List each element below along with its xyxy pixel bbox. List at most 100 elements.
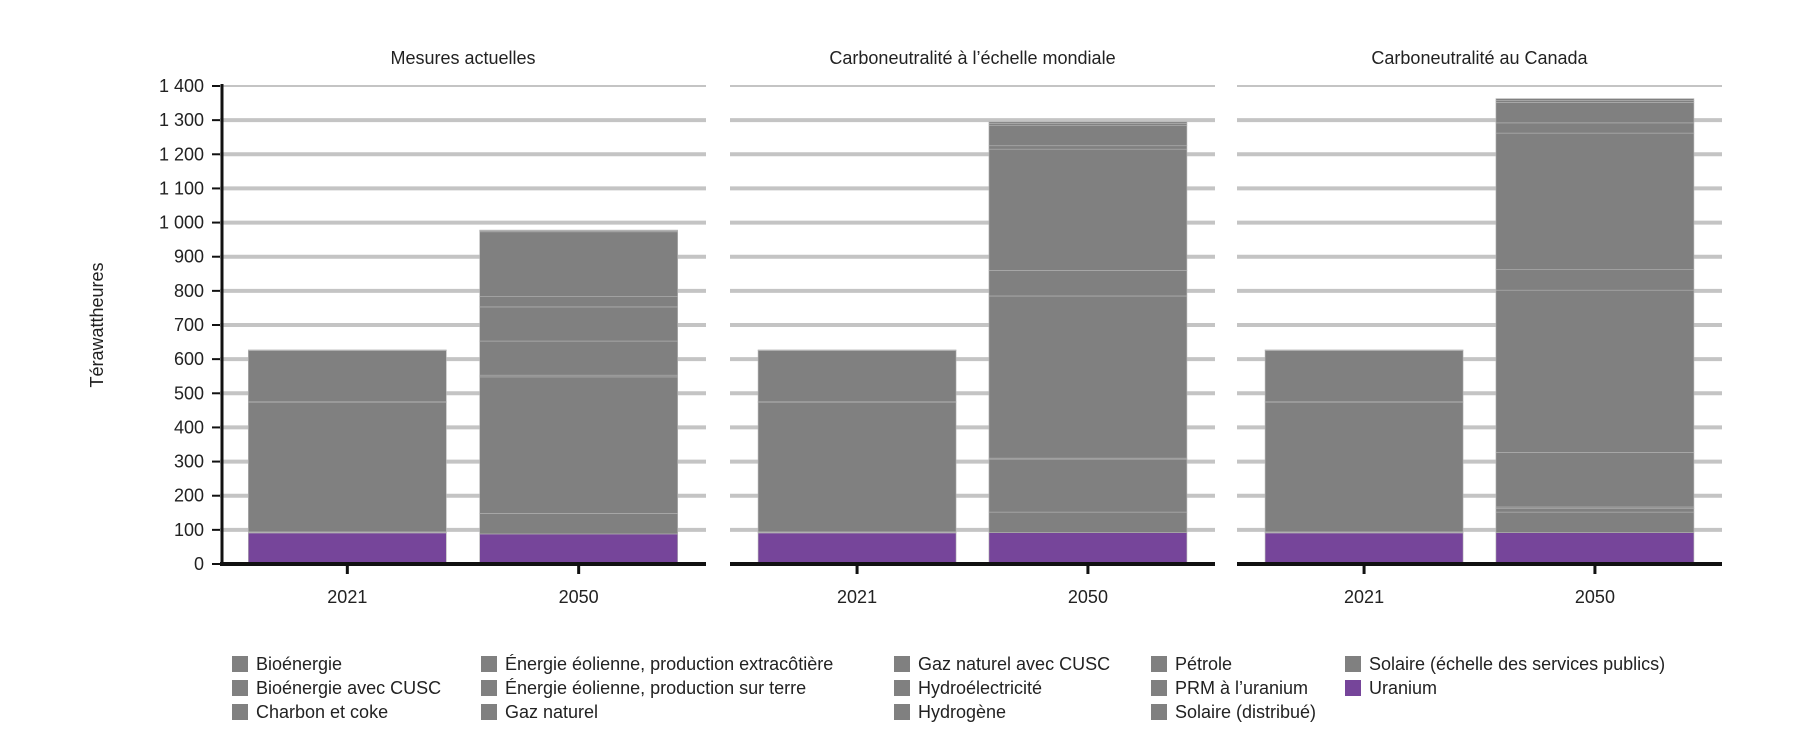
bar-segment [1495, 100, 1695, 103]
panel-title: Mesures actuelles [390, 48, 535, 68]
bar-segment [1495, 532, 1695, 565]
legend-item: Gaz naturel [481, 700, 894, 724]
legend-label: Hydrogène [918, 701, 1007, 722]
legend-swatch [894, 704, 910, 720]
legend-swatch [232, 704, 248, 720]
y-tick-label: 900 [174, 247, 204, 267]
legend-swatch [481, 680, 497, 696]
bar-segment [1264, 350, 1464, 403]
bar-segment [1264, 349, 1464, 351]
legend-item: Hydrogène [894, 700, 1151, 724]
y-tick-label: 1 300 [159, 110, 204, 130]
legend-swatch [1345, 656, 1361, 672]
legend-swatch [232, 656, 248, 672]
y-tick-label: 100 [174, 520, 204, 540]
bar-segment [1495, 98, 1695, 101]
legend-label: Solaire (échelle des services publics) [1369, 653, 1666, 674]
x-tick-label: 2050 [1575, 587, 1615, 607]
y-tick-label: 1 400 [159, 76, 204, 96]
x-tick-label: 2021 [327, 587, 367, 607]
bar-segment [479, 340, 678, 376]
bar-segment [1495, 102, 1695, 124]
bar-segment [1264, 401, 1464, 533]
y-axis-label: Térawattheures [87, 262, 107, 387]
bar-segment [248, 350, 447, 403]
legend-swatch [1151, 680, 1167, 696]
legend-label: PRM à l’uranium [1175, 677, 1309, 698]
legend-item: Bioénergie [232, 652, 481, 676]
y-tick-label: 700 [174, 315, 204, 335]
legend-label: Bioénergie [256, 653, 343, 674]
legend-label: Solaire (distribué) [1175, 701, 1317, 722]
y-tick-label: 1 000 [159, 213, 204, 233]
y-tick-label: 600 [174, 349, 204, 369]
legend-label: Bioénergie avec CUSC [256, 677, 442, 698]
bar-segment [248, 401, 447, 533]
legend-swatch [894, 656, 910, 672]
y-tick-label: 1 200 [159, 144, 204, 164]
y-tick-label: 400 [174, 417, 204, 437]
legend-label: Gaz naturel avec CUSC [918, 653, 1111, 674]
bar-segment [988, 458, 1188, 513]
legend-swatch [232, 680, 248, 696]
legend-label: Gaz naturel [505, 701, 599, 722]
y-tick-label: 0 [194, 554, 204, 574]
bar-segment [479, 306, 678, 342]
bar-segment [1495, 132, 1695, 270]
panel-title: Carboneutralité à l’échelle mondiale [829, 48, 1115, 68]
legend-swatch [894, 680, 910, 696]
bar-segment [757, 401, 957, 533]
bar-segment [988, 124, 1188, 147]
bar-segment [757, 532, 957, 565]
x-tick-label: 2050 [1068, 587, 1108, 607]
bar-segment [248, 349, 447, 351]
y-tick-label: 200 [174, 486, 204, 506]
legend-label: Énergie éolienne, production extracôtièr… [505, 653, 834, 674]
legend-swatch [481, 704, 497, 720]
bar-segment [1495, 269, 1695, 291]
legend-label: Énergie éolienne, production sur terre [505, 677, 807, 698]
bar-segment [248, 532, 447, 565]
bar-segment [757, 350, 957, 403]
legend-item: Solaire (distribué) [1151, 700, 1345, 724]
legend-item: Solaire (échelle des services publics) [1345, 652, 1725, 676]
legend-item: Énergie éolienne, production sur terre [481, 676, 894, 700]
legend-item: Charbon et coke [232, 700, 481, 724]
bar-segment [479, 513, 678, 535]
legend-item: Énergie éolienne, production extracôtièr… [481, 652, 894, 676]
bar-segment [988, 148, 1188, 271]
legend-label: Charbon et coke [256, 701, 389, 722]
bar-segment [757, 349, 957, 351]
y-tick-label: 300 [174, 452, 204, 472]
bar-segment [1495, 511, 1695, 533]
bar-segment [988, 532, 1188, 565]
legend-item: PRM à l’uranium [1151, 676, 1345, 700]
bar-segment [479, 229, 678, 232]
y-tick-label: 1 100 [159, 178, 204, 198]
y-tick-label: 800 [174, 281, 204, 301]
x-tick-label: 2021 [837, 587, 877, 607]
bar-segment [988, 511, 1188, 533]
legend-swatch [1151, 656, 1167, 672]
legend-label: Uranium [1369, 677, 1438, 698]
bar-segment [479, 533, 678, 565]
y-tick-label: 500 [174, 383, 204, 403]
bar-segment [1495, 452, 1695, 508]
bar-segment [1495, 508, 1695, 513]
legend-item: Gaz naturel avec CUSC [894, 652, 1151, 676]
bar-segment [988, 295, 1188, 459]
bar-segment [988, 270, 1188, 297]
legend-swatch [481, 656, 497, 672]
bar-segment [479, 231, 678, 297]
bar-segment [479, 296, 678, 308]
bar-segment [479, 376, 678, 514]
bar-segment [988, 121, 1188, 124]
legend-label: Pétrole [1175, 653, 1233, 674]
x-tick-label: 2050 [559, 587, 599, 607]
panel-title: Carboneutralité au Canada [1371, 48, 1588, 68]
bar-segment [1495, 289, 1695, 453]
bar-segment [988, 145, 1188, 150]
legend-item: Hydroélectricité [894, 676, 1151, 700]
stacked-bar-chart: 0 100 200 300 400 500 600 700 800 900 1 000 1 100 1 … [87, 48, 1722, 607]
legend-item: Uranium [1345, 676, 1725, 700]
